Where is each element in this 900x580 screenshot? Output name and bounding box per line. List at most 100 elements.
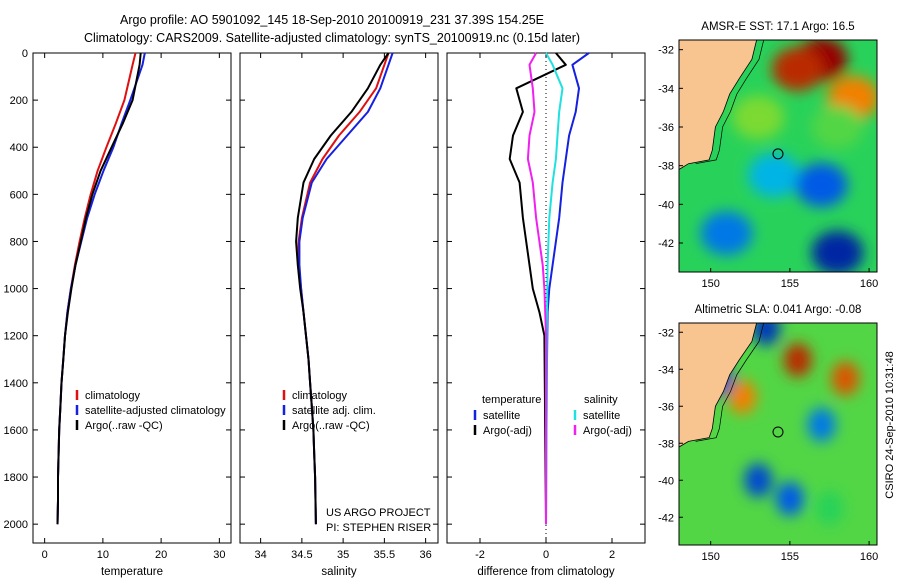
- y-tick-label: 600: [10, 189, 28, 201]
- x-tick-label: 150: [702, 278, 720, 290]
- x-tick-label: 155: [781, 551, 799, 563]
- field-blob: [783, 343, 812, 377]
- shelf-contour: [686, 323, 765, 442]
- field-blob: [748, 153, 801, 198]
- field-blob: [831, 361, 860, 396]
- land-area: [679, 40, 758, 170]
- x-tick-label: 20: [155, 549, 167, 561]
- plot-frame: [32, 52, 232, 544]
- y-tick-label: 400: [10, 142, 28, 154]
- legend-label: Argo(-adj): [583, 425, 632, 437]
- map-field: [679, 40, 877, 272]
- x-tick-label: 10: [97, 549, 109, 561]
- x-axis-label: salinity: [321, 566, 356, 578]
- legend-label: climatology: [85, 390, 141, 402]
- x-axis-label: difference from climatology: [477, 566, 614, 578]
- annotation-text: US ARGO PROJECT: [326, 507, 431, 519]
- map-field: [679, 323, 877, 545]
- y-tick-label: -34: [658, 83, 674, 95]
- x-axis-label: temperature: [101, 566, 163, 578]
- map-frame: [678, 322, 878, 546]
- profile-location-marker: [772, 148, 784, 160]
- y-tick-label: -38: [658, 161, 674, 173]
- profile-location-marker: [772, 426, 784, 438]
- field-blob: [795, 163, 848, 207]
- x-tick-label: 35: [337, 549, 349, 561]
- y-tick-label: 1400: [4, 378, 28, 390]
- field-blob: [771, 47, 824, 91]
- field-blob: [807, 407, 836, 442]
- side-label: CSIRO 24-Sep-2010 10:31:48: [884, 351, 896, 498]
- field-blob: [811, 105, 864, 149]
- legend-label: Argo(-adj): [483, 425, 532, 437]
- field-blob: [700, 211, 753, 256]
- series-line-black: [56, 52, 142, 525]
- map-frame: [678, 39, 878, 273]
- y-tick-label: -34: [658, 364, 674, 376]
- x-tick-label: 0: [543, 549, 549, 561]
- field-blob: [775, 481, 804, 516]
- y-tick-label: -32: [658, 327, 674, 339]
- x-tick-label: 36: [420, 549, 432, 561]
- x-tick-label: -2: [475, 549, 485, 561]
- salinity-panel: 34 34.5 35 35.5 36 salinity climatology satelli…: [239, 52, 439, 578]
- y-tick-label: -36: [658, 401, 674, 413]
- y-tick-label: 1800: [4, 472, 28, 484]
- anomaly-blobs: [700, 40, 877, 272]
- figure-title-line2: Climatology: CARS2009. Satellite-adjuste…: [84, 31, 580, 45]
- y-tick-label: 800: [10, 236, 28, 248]
- difference-panel: -2 0 2 difference from climatology temperatu…: [446, 52, 646, 578]
- field-blob: [732, 95, 785, 140]
- y-tick-label: -40: [658, 475, 674, 487]
- y-tick-label: 1200: [4, 331, 28, 343]
- x-tick-label: 2: [609, 549, 615, 561]
- y-tick-label: -40: [658, 199, 674, 211]
- y-tick-label: -42: [658, 512, 674, 524]
- series-line-cyan: [545, 52, 564, 525]
- field-blob: [728, 380, 757, 414]
- y-tick-label: 200: [10, 95, 28, 107]
- sst-map-panel: AMSR-E SST: 17.1 Argo: 16.5 150 155 160 -32 -…: [658, 21, 878, 290]
- y-tick-label: -42: [658, 238, 674, 250]
- figure-title-line1: Argo profile: AO 5901092_145 18-Sep-2010…: [120, 13, 544, 27]
- x-tick-label: 34.5: [291, 549, 312, 561]
- legend-label: satellite: [583, 410, 620, 422]
- x-tick-label: 160: [860, 551, 878, 563]
- legend-title-temperature: temperature: [482, 394, 541, 406]
- map-title: AMSR-E SST: 17.1 Argo: 16.5: [701, 21, 854, 33]
- sla-map-panel: Altimetric SLA: 0.041 Argo: -0.08 150 155 1…: [658, 304, 878, 563]
- legend-label: climatology: [292, 390, 348, 402]
- legend-label: satellite: [483, 410, 520, 422]
- field-blob: [815, 491, 844, 525]
- y-tick-label: -38: [658, 438, 674, 450]
- x-tick-label: 30: [213, 549, 225, 561]
- legend-label: satellite adj. clim.: [292, 405, 376, 417]
- field-blob: [811, 230, 864, 272]
- y-tick-label: 0: [22, 48, 28, 60]
- field-blob: [744, 463, 773, 498]
- map-title: Altimetric SLA: 0.041 Argo: -0.08: [695, 304, 862, 316]
- x-tick-label: 0: [42, 549, 48, 561]
- y-tick-label: 1600: [4, 425, 28, 437]
- y-tick-label: 1000: [4, 284, 28, 296]
- y-tick-label: 2000: [4, 519, 28, 531]
- series-line-black: [295, 52, 390, 525]
- x-tick-label: 35.5: [374, 549, 395, 561]
- y-tick-label: -36: [658, 122, 674, 134]
- land-area: [679, 323, 758, 448]
- x-tick-label: 155: [781, 278, 799, 290]
- x-tick-label: 34: [255, 549, 267, 561]
- temperature-panel: 0 10 20 30 temperature 0 200 400 600 800 1000 1200 1…: [4, 48, 232, 578]
- legend-label: Argo(..raw -QC): [292, 420, 370, 432]
- legend-label: satellite-adjusted climatology: [85, 405, 226, 417]
- series-line-black: [508, 52, 567, 525]
- y-tick-label: -32: [658, 45, 674, 57]
- legend-label: Argo(..raw -QC): [85, 420, 163, 432]
- field-blob: [752, 323, 781, 346]
- x-tick-label: 150: [702, 551, 720, 563]
- series-line-magenta: [526, 52, 547, 525]
- x-tick-label: 160: [860, 278, 878, 290]
- legend-title-salinity: salinity: [584, 394, 618, 406]
- annotation-text: PI: STEPHEN RISER: [326, 522, 431, 534]
